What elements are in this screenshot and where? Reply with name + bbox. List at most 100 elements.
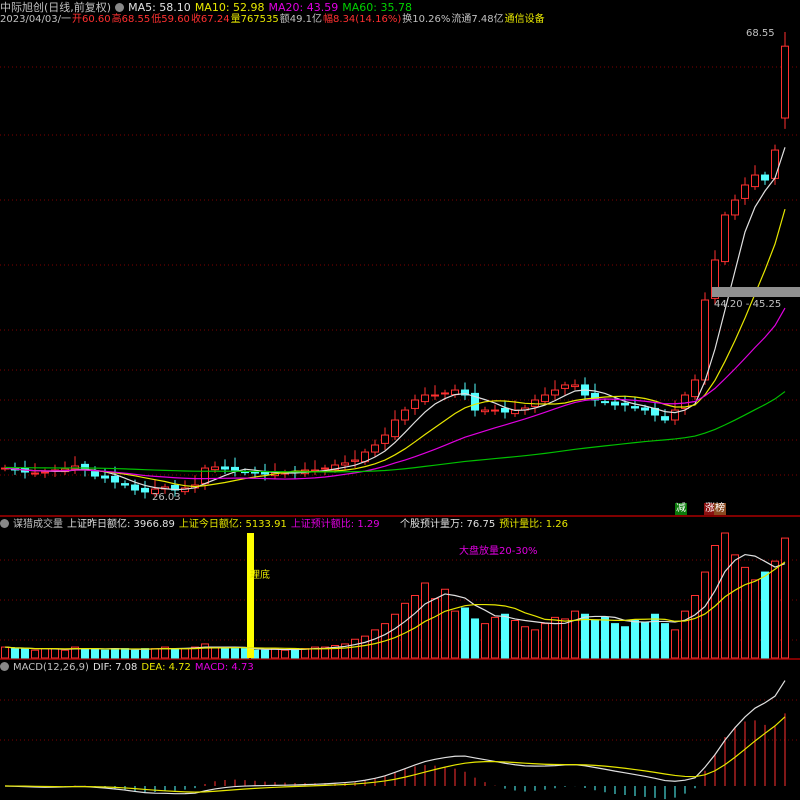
volume-bar [191,646,199,659]
sh-yesterday-amount: 上证昨日额亿: 3966.89 [67,519,175,530]
header-line-2: 2023/04/03/一开60.60高68.55低59.60收67.24量767… [0,13,549,26]
settings-circle-icon[interactable] [0,662,9,671]
volume-header: 谋猎成交量 上证昨日额亿: 3966.89 上证今日额亿: 5133.91 上证预计额… [0,518,384,531]
industry-label[interactable]: 通信设备 [504,14,545,25]
volume-bar [321,646,329,659]
settings-circle-icon[interactable] [0,519,9,528]
candle [151,488,159,495]
close-label: 收67.24 [190,14,230,25]
low-label: 低59.60 [151,14,190,25]
volume-bar [81,648,89,659]
candle [751,174,759,188]
volume-bar [61,649,69,659]
candle [371,444,379,453]
volume-bar [11,648,19,659]
volume-bar [131,649,139,659]
volume-bar [341,643,349,659]
sh-today-amount: 上证今日额亿: 5133.91 [178,519,287,530]
ma60-label: MA60: 35.78 [342,1,412,14]
volume-bar [721,532,729,659]
candle [641,407,649,411]
ma10-label: MA10: 52.98 [194,1,265,14]
high-price-label: 68.55 [746,28,775,39]
ma20-label: MA20: 43.59 [268,1,339,14]
ma60-line [4,391,786,473]
candle [701,299,709,381]
candle [41,471,49,474]
volume-bar [281,649,289,659]
candle [551,389,559,396]
volume-ma10-line [4,561,786,650]
volume-bar [511,620,519,659]
volume-bar [121,648,129,659]
volume-header-right: 个股预计量万: 76.75 预计量比: 1.26 [400,518,572,531]
candle [721,214,729,263]
volume-bar [361,635,369,659]
turnover-label: 换10.26% [402,14,451,25]
volume-bar [461,607,469,659]
candle [381,434,389,444]
volume-bar [521,626,529,659]
candle [421,394,429,403]
candle [501,407,509,413]
volume-bar [591,620,599,659]
volume-bar [621,626,629,659]
candle [331,464,339,471]
dea-line [4,716,786,793]
macd-value: MACD: 4.73 [194,662,254,673]
candle [201,467,209,484]
volume-bar [501,613,509,659]
candle [321,467,329,470]
market-volume-note: 大盘放量20-30% [459,546,538,557]
candle [491,409,499,412]
volume-bar [201,643,209,659]
candle [601,401,609,404]
tag-rise[interactable]: 涨 [704,503,716,515]
volume-bar [71,646,79,659]
candle [31,472,39,475]
tag-reduce[interactable]: 减 [675,503,687,515]
candle [681,394,689,409]
candle [741,184,749,199]
candle [461,389,469,396]
volume-bar [651,613,659,659]
volume-bar [551,616,559,659]
candle [231,466,239,471]
sh-amount-ratio: 上证预计额比: 1.29 [290,519,380,530]
candle [121,483,129,486]
volume-bar [491,616,499,659]
stock-estimate-volume: 个股预计量万: 76.75 [400,519,496,530]
macd-dea: DEA: 4.72 [141,662,191,673]
volume-bar [161,646,169,659]
volume-bar [771,560,779,659]
volume-bar [41,648,49,659]
candle [661,416,669,421]
volume-bar [351,638,359,659]
candle [441,392,449,395]
candle [771,149,779,179]
volume-bar [111,648,119,659]
candle [341,462,349,466]
volume-bar [171,648,179,659]
candle [621,402,629,406]
volume-bar [601,616,609,659]
volume-bar [681,610,689,659]
volume-bar [741,566,749,659]
volume-bar [541,623,549,659]
volume-bar [181,648,189,659]
candle [141,487,149,493]
candle [481,409,489,413]
volume-bar [101,649,109,659]
volume-bar [21,648,29,659]
volume-bar [781,537,789,659]
float-label: 流通7.48亿 [451,14,504,25]
candle [221,466,229,470]
tag-list[interactable]: 榜 [714,503,726,515]
settings-circle-icon[interactable] [115,3,125,12]
volume-bar [231,648,239,659]
candle [561,384,569,389]
volume-bar [691,595,699,659]
volume-bar [451,610,459,659]
volume-bar [441,588,449,659]
